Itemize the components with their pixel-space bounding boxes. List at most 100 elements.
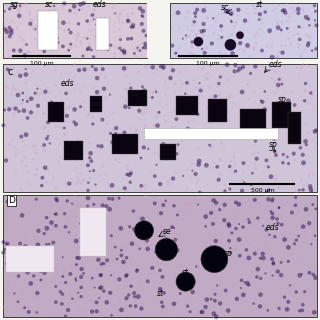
Point [110,5,115,10]
Point [192,19,197,24]
Point [222,277,228,282]
Point [257,304,262,309]
Point [74,255,79,260]
Point [91,17,96,22]
Point [91,253,96,258]
Point [265,308,270,313]
Point [51,226,56,231]
Point [218,28,223,33]
Point [268,236,273,241]
Bar [64,141,83,160]
Point [72,4,77,10]
Point [143,126,148,131]
Point [207,213,212,218]
Point [75,137,80,142]
Point [179,89,184,94]
Point [274,265,279,270]
Point [200,309,205,315]
Point [5,221,11,227]
Point [7,253,12,259]
Point [72,62,77,67]
Point [273,69,278,74]
Point [293,140,299,146]
Point [180,173,186,179]
Point [286,129,291,134]
Point [131,23,136,28]
Point [230,170,236,175]
Point [147,66,152,71]
Text: sg: sg [10,0,19,9]
Point [197,81,202,86]
Point [111,127,116,132]
Point [117,46,123,51]
Point [117,285,122,291]
Point [36,103,41,108]
Point [125,18,130,23]
Point [211,311,216,316]
Point [123,87,128,92]
Point [145,208,150,213]
Point [131,46,136,51]
Point [184,274,189,279]
Point [69,266,74,271]
Point [276,125,281,130]
Point [76,179,82,184]
Point [228,45,233,51]
Point [37,204,42,209]
Point [256,150,261,156]
Point [130,264,135,269]
Point [47,141,52,146]
Point [87,299,92,304]
Point [313,135,318,140]
Point [305,142,310,147]
Point [95,76,100,81]
Point [222,218,227,223]
Point [31,273,36,278]
Point [303,139,308,144]
Point [204,250,209,255]
Point [79,220,84,225]
Point [39,91,44,96]
Point [299,258,304,263]
Point [13,86,18,92]
Point [141,88,147,93]
Point [270,211,275,216]
Point [35,223,40,228]
Point [80,53,85,59]
Point [53,95,58,100]
Point [137,7,142,12]
Point [10,28,15,33]
Point [65,300,70,305]
Point [263,164,268,169]
Bar [6,246,54,272]
Point [53,39,58,44]
Point [31,143,36,148]
Point [76,68,82,73]
Point [228,11,234,16]
Point [109,187,114,192]
Point [132,227,137,232]
Point [261,256,266,261]
Point [53,186,58,191]
Point [94,90,100,95]
Point [190,23,195,28]
Point [204,163,209,168]
Circle shape [134,221,154,240]
Point [311,272,316,277]
Point [241,292,246,298]
Point [5,6,11,11]
Point [207,120,212,125]
Point [2,108,7,113]
Point [195,268,200,273]
Point [65,273,70,278]
Point [143,44,148,50]
Point [155,67,160,72]
Point [72,107,77,112]
Point [4,3,9,8]
Point [103,75,108,80]
Point [170,43,175,48]
Point [55,19,60,24]
Point [111,174,116,180]
Point [287,131,292,136]
Point [228,246,233,251]
